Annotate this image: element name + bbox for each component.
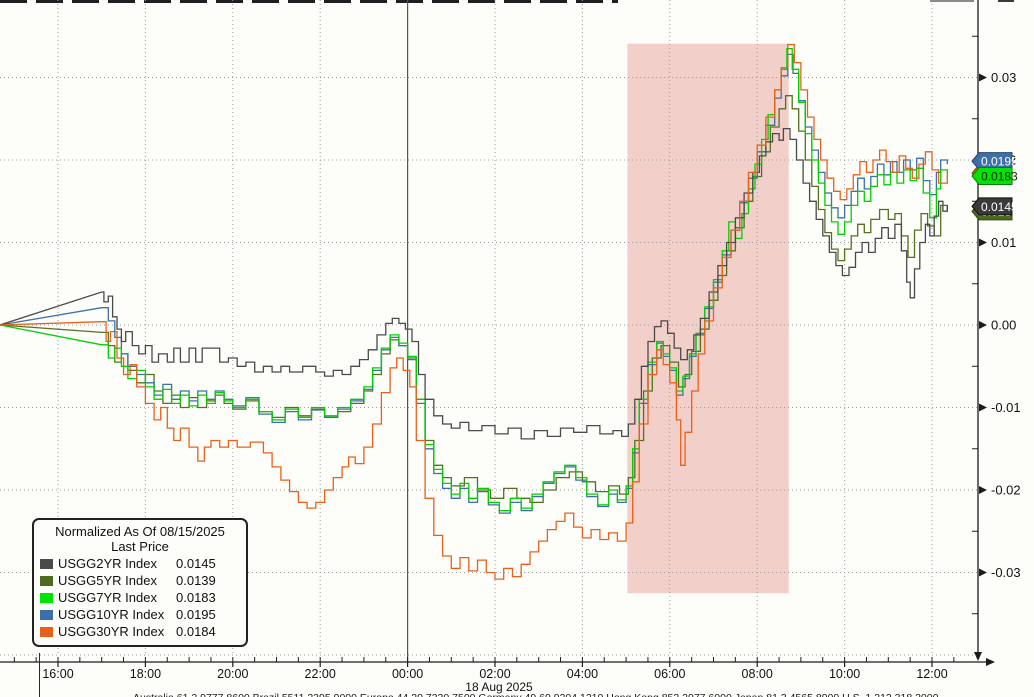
x-tick-label: 20:00	[217, 667, 248, 681]
cropped-header-remnant	[998, 0, 1014, 2]
x-tick-label: 06:00	[654, 667, 685, 681]
y-axis-arrow	[974, 652, 982, 661]
legend-subtitle: Last Price	[111, 539, 169, 554]
legend-series-label: USGG30YR Index	[58, 624, 165, 639]
series-line-usgg7yr	[0, 47, 948, 512]
legend-row-usgg5yr: USGG5YR Index 0.0139	[40, 572, 240, 589]
series-line-usgg2yr	[0, 127, 948, 440]
x-tick-label: 08:00	[742, 667, 773, 681]
y-major-tick-arrow	[979, 403, 987, 412]
x-axis-arrow	[986, 658, 995, 666]
legend-row-usgg2yr: USGG2YR Index 0.0145	[40, 555, 240, 572]
legend-swatch	[40, 558, 53, 569]
legend-row-usgg7yr: USGG7YR Index 0.0183	[40, 589, 240, 606]
y-major-tick-arrow	[979, 73, 987, 82]
legend-row-usgg30yr: USGG30YR Index 0.0184	[40, 623, 240, 640]
legend-title: Normalized As Of 08/15/2025	[55, 524, 225, 539]
bottom-left-divider	[39, 653, 40, 697]
x-tick-label: 10:00	[829, 667, 860, 681]
legend-series-label: USGG7YR Index	[58, 590, 157, 605]
price-tag-shape	[971, 167, 1013, 186]
cropped-header-remnant	[930, 0, 974, 2]
legend-series-label: USGG2YR Index	[58, 556, 157, 571]
price-tag-usgg2yr: 0.0145	[971, 197, 1018, 216]
legend-rows: USGG2YR Index 0.0145 USGG5YR Index 0.0139 US…	[40, 555, 240, 640]
x-tick-label: 04:00	[567, 667, 598, 681]
y-tick-label: -0.02	[991, 483, 1021, 498]
y-major-tick-arrow	[979, 238, 987, 247]
legend-row-usgg10yr: USGG10YR Index 0.0195	[40, 606, 240, 623]
series-line-usgg5yr	[0, 95, 948, 504]
legend-series-value: 0.0139	[176, 573, 216, 588]
y-tick-label: -0.01	[991, 400, 1021, 415]
legend-series-value: 0.0145	[176, 556, 216, 571]
y-tick-label: 0.01	[991, 235, 1016, 250]
y-tick-label: -0.03	[991, 565, 1021, 580]
y-major-tick-arrow	[979, 486, 987, 494]
x-tick-label: 22:00	[305, 667, 336, 681]
price-tag-value: 0.0145	[981, 200, 1018, 214]
y-major-tick-arrow	[979, 321, 987, 329]
footer-remnant-text: Australia 61 2 9777 8600 Brazil 5511 239…	[133, 692, 938, 697]
price-tag-usgg7yr: 0.0183	[971, 167, 1018, 186]
footer-remnant: Australia 61 2 9777 8600 Brazil 5511 239…	[133, 692, 1028, 697]
legend-swatch	[40, 609, 53, 620]
y-tick-label: 0.03	[991, 70, 1016, 85]
series-line-usgg30yr	[0, 43, 948, 580]
x-axis-date-label: 18 Aug 2025	[465, 680, 533, 694]
legend-box[interactable]: Normalized As Of 08/15/2025 Last Price U…	[32, 518, 248, 647]
x-tick-label: 18:00	[130, 667, 161, 681]
price-tag-value: 0.0183	[981, 170, 1018, 184]
price-tag-value: 0.0195	[981, 155, 1018, 169]
y-tick-label: 0.00	[991, 318, 1016, 333]
legend-swatch	[40, 626, 53, 637]
y-major-tick-arrow	[979, 568, 987, 577]
price-tag-usgg10yr: 0.0195	[971, 152, 1018, 171]
series-line-usgg10yr	[0, 53, 948, 514]
legend-series-value: 0.0184	[176, 624, 216, 639]
x-tick-label: 16:00	[42, 667, 73, 681]
legend-series-value: 0.0183	[176, 590, 216, 605]
x-tick-label: 12:00	[916, 667, 947, 681]
cropped-header-remnant	[0, 0, 618, 3]
legend-swatch	[40, 592, 53, 603]
x-tick-label: 02:00	[479, 667, 510, 681]
legend-series-value: 0.0195	[176, 607, 216, 622]
x-tick-label: 00:00	[392, 667, 423, 681]
legend-swatch	[40, 575, 53, 586]
legend-series-label: USGG10YR Index	[58, 607, 165, 622]
legend-series-label: USGG5YR Index	[58, 573, 157, 588]
price-tag-shape	[971, 197, 1013, 216]
